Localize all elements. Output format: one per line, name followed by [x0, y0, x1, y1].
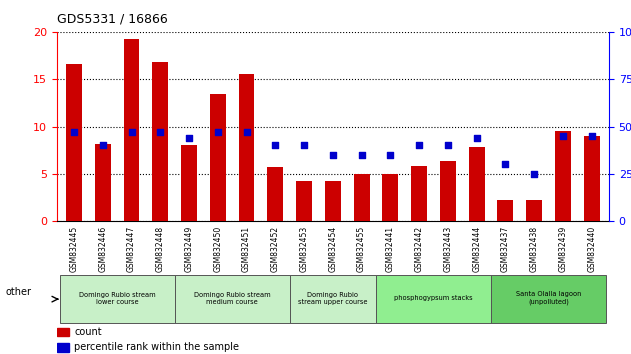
Point [299, 143, 309, 148]
Point [184, 135, 194, 141]
Point [98, 143, 108, 148]
Bar [440, 161, 456, 221]
Text: Domingo Rubio
stream upper course: Domingo Rubio stream upper course [298, 292, 368, 305]
Text: GSM832443: GSM832443 [444, 225, 452, 272]
Bar [210, 95, 226, 221]
Text: GSM832453: GSM832453 [300, 225, 309, 272]
Text: GSM832446: GSM832446 [98, 225, 107, 272]
Bar [584, 136, 599, 221]
Bar [469, 147, 485, 221]
Text: GSM832442: GSM832442 [415, 225, 423, 272]
Text: GSM832448: GSM832448 [156, 225, 165, 272]
Text: GSM832451: GSM832451 [242, 225, 251, 272]
Bar [526, 200, 542, 221]
Point [500, 161, 510, 167]
Text: Domingo Rubio stream
medium course: Domingo Rubio stream medium course [194, 292, 271, 305]
Point [386, 152, 396, 158]
Bar [60, 275, 175, 323]
Bar [296, 182, 312, 221]
Text: GDS5331 / 16866: GDS5331 / 16866 [57, 12, 168, 25]
Bar [66, 64, 82, 221]
Point [414, 143, 424, 148]
Text: count: count [74, 327, 102, 337]
Bar [57, 327, 69, 336]
Text: GSM832444: GSM832444 [472, 225, 481, 272]
Bar [325, 182, 341, 221]
Bar [239, 74, 254, 221]
Point [270, 143, 280, 148]
Bar [175, 275, 290, 323]
Point [69, 130, 79, 135]
Point [471, 135, 481, 141]
Point [587, 133, 597, 139]
Bar [124, 39, 139, 221]
Bar [491, 275, 606, 323]
Point [155, 130, 165, 135]
Bar [376, 275, 491, 323]
Bar [181, 145, 197, 221]
Text: GSM832437: GSM832437 [501, 225, 510, 272]
Point [242, 130, 252, 135]
Text: GSM832445: GSM832445 [69, 225, 78, 272]
Text: GSM832441: GSM832441 [386, 225, 395, 272]
Text: GSM832450: GSM832450 [213, 225, 222, 272]
Text: GSM832438: GSM832438 [529, 225, 539, 272]
Bar [411, 166, 427, 221]
Bar [153, 62, 168, 221]
Text: GSM832449: GSM832449 [185, 225, 194, 272]
Text: GSM832447: GSM832447 [127, 225, 136, 272]
Point [443, 143, 453, 148]
Bar [382, 174, 398, 221]
Text: GSM832452: GSM832452 [271, 225, 280, 272]
Text: phosphogypsum stacks: phosphogypsum stacks [394, 295, 473, 301]
Bar [497, 200, 513, 221]
Bar [57, 343, 69, 352]
Point [328, 152, 338, 158]
Text: Domingo Rubio stream
lower course: Domingo Rubio stream lower course [79, 292, 155, 305]
Point [529, 171, 540, 177]
Point [558, 133, 568, 139]
Text: GSM832454: GSM832454 [328, 225, 338, 272]
Bar [290, 275, 376, 323]
Bar [555, 131, 571, 221]
Bar [354, 174, 370, 221]
Point [213, 130, 223, 135]
Text: percentile rank within the sample: percentile rank within the sample [74, 342, 239, 352]
Bar [95, 144, 110, 221]
Point [357, 152, 367, 158]
Bar [268, 167, 283, 221]
Text: GSM832455: GSM832455 [357, 225, 366, 272]
Text: Santa Olalla lagoon
(unpolluted): Santa Olalla lagoon (unpolluted) [516, 291, 581, 305]
Text: other: other [5, 287, 31, 297]
Text: GSM832439: GSM832439 [558, 225, 567, 272]
Text: GSM832440: GSM832440 [587, 225, 596, 272]
Point [126, 130, 136, 135]
